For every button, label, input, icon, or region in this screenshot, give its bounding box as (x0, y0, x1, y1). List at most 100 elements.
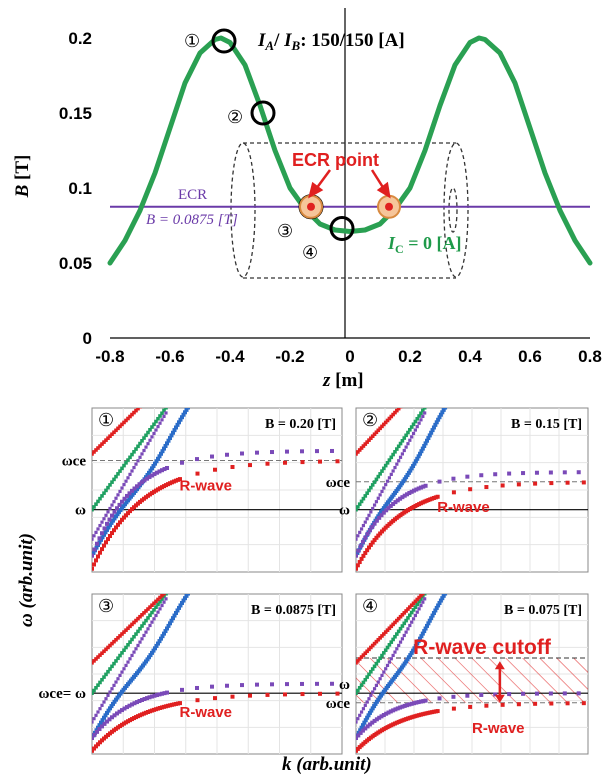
dispersion-point (155, 470, 159, 475)
dispersion-point (166, 377, 170, 381)
dispersion-point (383, 463, 388, 468)
dispersion-point (142, 478, 147, 483)
dispersion-point (438, 412, 443, 417)
dispersion-point (417, 600, 421, 604)
dispersion-point (159, 451, 163, 456)
dispersion-point (124, 461, 128, 465)
dispersion-point (140, 624, 144, 628)
dispersion-point (168, 436, 172, 441)
dispersion-point (103, 713, 108, 718)
dispersion-point (162, 381, 166, 385)
dispersion-point (92, 661, 94, 665)
dispersion-point (382, 486, 386, 490)
ecr-line-label-top: ECR (178, 187, 207, 203)
dispersion-point (373, 701, 378, 706)
rwave-label: R-wave (437, 499, 490, 516)
dispersion-point (136, 408, 140, 411)
dispersion-point (397, 643, 401, 648)
dispersion-point (372, 664, 377, 669)
dispersion-point (132, 701, 137, 706)
dispersion-point (369, 669, 373, 674)
dispersion-point (423, 379, 427, 383)
dispersion-point (134, 632, 138, 636)
dispersion-point (96, 655, 100, 659)
dispersion-point (178, 573, 182, 577)
marker-label: ③ (277, 221, 293, 242)
dispersion-point (189, 587, 193, 591)
dispersion-point (376, 697, 381, 702)
dispersion-point (420, 446, 425, 451)
dispersion-point (191, 399, 195, 403)
dispersion-point (94, 657, 98, 661)
dispersion-point (106, 708, 111, 713)
dispersion-point (413, 599, 418, 604)
dispersion-point (450, 581, 454, 585)
dispersion-point (130, 637, 134, 642)
dispersion-point (428, 584, 432, 588)
dispersion-point (265, 461, 270, 466)
dispersion-point (138, 614, 142, 619)
dispersion-point (172, 371, 176, 375)
dispersion-point (407, 491, 412, 496)
dispersion-point (534, 470, 539, 475)
dispersion-point (549, 481, 554, 486)
dispersion-point (178, 477, 182, 482)
ecr-point-dot (307, 202, 315, 211)
dispersion-point (134, 462, 138, 466)
dispersion-point (95, 729, 99, 734)
dispersion-point (415, 610, 419, 614)
dispersion-point (411, 422, 416, 427)
dispersion-point (393, 465, 397, 470)
dispersion-point (144, 630, 148, 634)
dispersion-point (174, 610, 178, 615)
dispersion-point (562, 470, 567, 475)
dispersion-point (533, 701, 538, 706)
dispersion-point (183, 596, 187, 601)
dispersion-point (425, 588, 429, 592)
dispersion-point (395, 462, 399, 466)
dispersion-point (374, 516, 379, 521)
dispersion-point (122, 667, 126, 671)
dispersion-point (110, 664, 114, 669)
dispersion-point (100, 703, 104, 707)
dispersion-point (102, 700, 106, 704)
dispersion-point (406, 397, 410, 401)
dispersion-point (374, 639, 379, 644)
dispersion-point (154, 428, 158, 432)
dispersion-point (420, 631, 425, 636)
dispersion-point (195, 698, 200, 703)
dispersion-point (180, 415, 184, 420)
dispersion-point (409, 650, 414, 655)
x-tick-label: 0.4 (458, 347, 482, 366)
dispersion-point (365, 715, 370, 720)
dispersion-point (144, 618, 148, 623)
dispersion-point (115, 695, 120, 700)
dispersion-point (102, 715, 106, 720)
dispersion-point (115, 506, 119, 511)
dispersion-point (106, 485, 110, 490)
dispersion-point (372, 521, 377, 526)
dispersion-point (92, 507, 94, 512)
dispersion-point (132, 486, 137, 491)
dispersion-point (428, 584, 432, 588)
dispersion-point (108, 523, 112, 528)
dispersion-point (434, 367, 438, 371)
dispersion-point (409, 610, 414, 615)
dispersion-point (414, 700, 419, 705)
dispersion-point (97, 727, 102, 732)
y-tick-label: 0.05 (59, 254, 92, 273)
dispersion-point (376, 637, 381, 642)
dispersion-point (384, 483, 388, 487)
dispersion-point (372, 480, 377, 484)
dispersion-point (356, 720, 358, 724)
dispersion-point (140, 439, 144, 443)
dispersion-point (401, 403, 405, 407)
dispersion-point (396, 444, 401, 449)
dispersion-point (440, 410, 445, 415)
dispersion-point (413, 613, 417, 618)
dispersion-point (150, 650, 154, 655)
dispersion-point (395, 647, 399, 651)
dispersion-point (357, 502, 362, 506)
dispersion-point (361, 680, 366, 685)
omega-label: ω (75, 503, 86, 519)
